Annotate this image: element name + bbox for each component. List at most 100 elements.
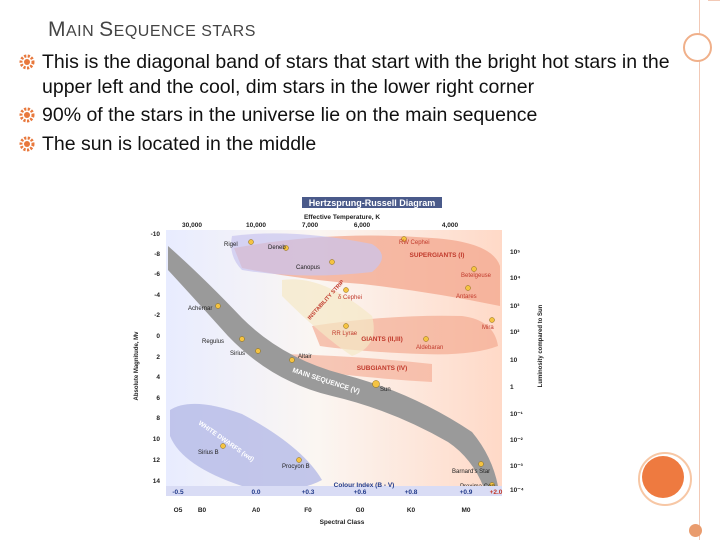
right-tick: 10⁻² — [510, 437, 524, 444]
colour-ticks: -0.5 0.0 +0.3 +0.6 +0.8 +0.9 +2.0 — [172, 489, 502, 496]
left-tick: 8 — [156, 415, 160, 422]
star-dot — [471, 266, 477, 272]
colour-tick: 0.0 — [251, 489, 260, 496]
right-tick: 10² — [510, 329, 520, 336]
colour-tick: +0.8 — [405, 489, 418, 496]
colour-tick: +2.0 — [490, 489, 503, 496]
colour-tick: +0.6 — [354, 489, 367, 496]
region-label: GIANTS (II,III) — [361, 336, 403, 343]
star-dot — [465, 285, 471, 291]
top-axis-label: Effective Temperature, K — [304, 214, 380, 221]
left-tick: -10 — [151, 231, 161, 238]
colour-tick: -0.5 — [172, 489, 184, 496]
colour-tick: +0.3 — [302, 489, 315, 496]
left-tick: -4 — [154, 292, 160, 299]
top-tick: 6,000 — [354, 222, 371, 229]
star-label: Deneb — [268, 245, 286, 251]
top-tick: 30,000 — [182, 222, 202, 229]
star-label: Achernar — [188, 306, 212, 312]
star-label: δ Cephei — [338, 295, 362, 301]
right-tick: 10⁻¹ — [510, 411, 523, 418]
left-tick: 14 — [153, 478, 161, 485]
subgiants-region — [282, 354, 432, 382]
star-dot — [401, 236, 407, 242]
right-tick: 10⁻⁴ — [510, 487, 524, 494]
title-cap-1: M — [48, 18, 66, 41]
right-tick: 1 — [510, 384, 514, 391]
white-dwarf-region — [170, 403, 322, 490]
bullet-text: 90% of the stars in the universe lie on … — [42, 104, 538, 126]
spectral-ticks: O5 B0 A0 F0 G0 K0 M0 — [174, 507, 471, 514]
left-tick: 0 — [156, 333, 160, 340]
star-label: Mira — [482, 325, 494, 331]
bullet-text: The sun is located in the middle — [42, 132, 317, 155]
title-part-1: AIN — [66, 23, 100, 40]
star-label: Sirius — [230, 351, 245, 357]
region-label: SUPERGIANTS (I) — [410, 252, 465, 259]
left-tick: 6 — [156, 395, 160, 402]
star-labels: Rigel Deneb Canopus RW Cephei Betelgeuse… — [188, 240, 495, 490]
star-dot — [283, 245, 289, 251]
spectral-tick: G0 — [356, 507, 365, 514]
colour-tick: +0.9 — [460, 489, 473, 496]
spectral-tick: K0 — [407, 507, 416, 514]
left-tick: 4 — [156, 374, 160, 381]
star-dot — [423, 336, 429, 342]
top-tick: 7,000 — [302, 222, 319, 229]
star-label: Betelgeuse — [461, 273, 492, 279]
region-label: SUBGIANTS (IV) — [357, 365, 408, 372]
spectral-tick: A0 — [252, 507, 261, 514]
star-dot — [329, 259, 335, 265]
decorative-circle-orange — [642, 456, 684, 498]
star-label: RW Cephei — [399, 240, 430, 246]
star-label: Canopus — [296, 265, 320, 271]
star-label: Barnard's Star — [452, 469, 490, 475]
diagram-title: Hertzsprung-Russell Diagram — [309, 198, 436, 208]
colour-index-strip — [166, 486, 502, 496]
star-label: Aldebaran — [416, 345, 443, 351]
star-label: Antares — [456, 294, 477, 300]
decorative-circle-small — [689, 524, 702, 537]
left-tick: -6 — [154, 271, 160, 278]
gear-bullet-icon — [19, 107, 35, 123]
left-ticks: -10 -8 -6 -4 -2 0 2 4 6 8 10 12 14 — [151, 231, 161, 485]
star-dot — [220, 443, 226, 449]
star-label: Regulus — [202, 339, 224, 345]
decorative-vertical-rule — [699, 0, 700, 540]
top-tick: 10,000 — [246, 222, 266, 229]
star-dot — [248, 239, 254, 245]
title-cap-2: S — [99, 18, 114, 41]
left-tick: 10 — [153, 436, 161, 443]
star-markers — [215, 236, 495, 488]
right-ticks: 10⁵ 10⁴ 10³ 10² 10 1 10⁻¹ 10⁻² 10⁻³ 10⁻⁴ — [510, 249, 524, 494]
star-dot — [489, 317, 495, 323]
left-tick: -8 — [154, 251, 160, 258]
title-part-2: EQUENCE STARS — [113, 23, 256, 40]
slide-title: MAIN SEQUENCE STARS — [48, 18, 256, 42]
top-tick: 4,000 — [442, 222, 459, 229]
colour-index-label: Colour Index (B - V) — [334, 482, 395, 489]
left-axis-label: Absolute Magnitude, Mv — [134, 331, 140, 401]
spectral-class-label: Spectral Class — [320, 519, 365, 526]
gear-bullet-icon — [19, 136, 35, 151]
star-dot — [343, 323, 349, 329]
right-tick: 10⁴ — [510, 275, 520, 282]
right-tick: 10⁵ — [510, 249, 520, 256]
decorative-circle-top — [683, 33, 712, 62]
blue-supergiants-region — [231, 233, 382, 276]
star-label: Altair — [298, 354, 312, 360]
hr-diagram: Hertzsprung-Russell Diagram Effective Te… — [132, 196, 555, 526]
star-label: Sirius B — [198, 450, 219, 456]
star-dot — [255, 348, 261, 354]
decorative-top-rule — [708, 0, 720, 1]
star-dot — [289, 357, 295, 363]
spectral-tick: O5 — [174, 507, 183, 514]
spectral-tick: M0 — [461, 507, 470, 514]
bullet-item: The sun is located in the middle — [18, 132, 694, 157]
star-dot — [239, 336, 245, 342]
diagram-title-bar — [302, 197, 442, 208]
star-dot — [215, 303, 221, 309]
bullet-item: 90% of the stars in the universe lie on … — [18, 103, 694, 128]
instability-strip — [282, 279, 374, 356]
left-tick: -2 — [154, 312, 160, 319]
